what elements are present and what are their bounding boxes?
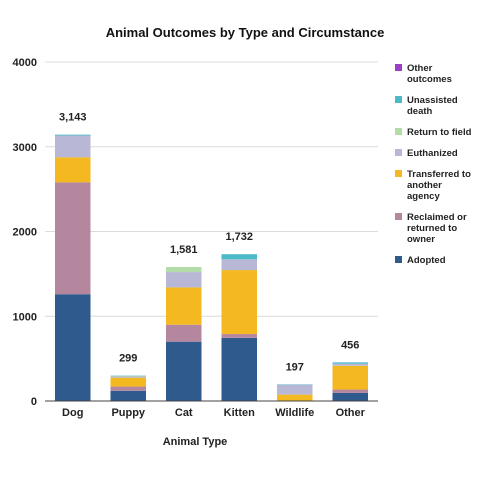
chart-title: Animal Outcomes by Type and Circumstance xyxy=(106,25,385,40)
bar-cat-return-to-field xyxy=(165,267,202,273)
bar-cat-euthanized xyxy=(165,272,202,288)
y-tick-label-2000: 2000 xyxy=(13,227,37,239)
legend-label: Euthanized xyxy=(407,148,458,159)
bar-other-adopted xyxy=(332,392,369,401)
bar-other-euthanized xyxy=(332,363,369,366)
bar-other-transferred-to-another-agency xyxy=(332,365,369,390)
bar-puppy-transferred-to-another-agency xyxy=(110,377,147,387)
y-tick-label-0: 0 xyxy=(31,396,37,408)
total-label-other: 456 xyxy=(341,339,359,351)
legend-swatch xyxy=(395,213,402,220)
y-tick-label-1000: 1000 xyxy=(13,311,37,323)
legend-item: Euthanized xyxy=(395,148,458,159)
legend-label: Transferred to another agency xyxy=(407,169,471,202)
total-label-wildlife: 197 xyxy=(286,361,304,373)
legend: Other outcomes Unassisted death Return to fi… xyxy=(395,63,472,266)
bar-puppy-adopted xyxy=(110,390,147,401)
x-tick-label-puppy: Puppy xyxy=(111,407,145,419)
bar-other-unassisted-death xyxy=(332,362,369,364)
total-label-kitten: 1,732 xyxy=(225,231,253,243)
legend-label: Reclaimed or returned to owner xyxy=(407,212,467,245)
x-tick-label-wildlife: Wildlife xyxy=(275,407,314,419)
total-labels: 3,143 299 1,581 1,732 197 456 xyxy=(59,112,359,374)
bar-other-reclaimed-or-returned-to-owner xyxy=(332,389,369,393)
y-tick-label-4000: 4000 xyxy=(13,57,37,69)
y-axis-ticks: 0 1000 2000 3000 4000 xyxy=(13,57,37,408)
bars xyxy=(54,134,369,401)
legend-item: Adopted xyxy=(395,255,446,266)
bar-wildlife-euthanized xyxy=(276,384,313,395)
bar-kitten-transferred-to-another-agency xyxy=(221,270,258,335)
total-label-dog: 3,143 xyxy=(59,112,87,124)
legend-item: Transferred to another agency xyxy=(395,169,471,202)
bar-kitten-euthanized xyxy=(221,259,258,271)
bar-group-other xyxy=(332,362,369,401)
bar-kitten-reclaimed-or-returned-to-owner xyxy=(221,334,258,338)
bar-cat-reclaimed-or-returned-to-owner xyxy=(165,324,202,342)
bar-cat-adopted xyxy=(165,341,202,401)
legend-item: Reclaimed or returned to owner xyxy=(395,212,467,245)
bar-wildlife-transferred-to-another-agency xyxy=(276,394,313,401)
legend-swatch xyxy=(395,96,402,103)
legend-item: Return to field xyxy=(395,127,472,138)
legend-swatch xyxy=(395,64,402,71)
bar-puppy-euthanized xyxy=(110,376,147,378)
legend-label: Return to field xyxy=(407,127,472,138)
gridlines xyxy=(45,61,378,317)
legend-label: Unassisted death xyxy=(407,95,458,117)
x-axis-title: Animal Type xyxy=(163,436,228,448)
legend-item: Unassisted death xyxy=(395,95,458,117)
bar-dog-euthanized xyxy=(54,135,91,158)
x-tick-label-cat: Cat xyxy=(175,407,193,419)
bar-puppy-reclaimed-or-returned-to-owner xyxy=(110,386,147,391)
bar-cat-transferred-to-another-agency xyxy=(165,287,202,325)
legend-label: Other outcomes xyxy=(407,63,452,85)
bar-kitten-adopted xyxy=(221,337,258,401)
legend-swatch xyxy=(395,149,402,156)
total-label-puppy: 299 xyxy=(119,353,137,365)
bar-group-puppy xyxy=(110,375,147,401)
bar-dog-reclaimed-or-returned-to-owner xyxy=(54,182,91,295)
total-label-cat: 1,581 xyxy=(170,244,198,256)
legend-item: Other outcomes xyxy=(395,63,452,85)
x-axis-ticks: Dog Puppy Cat Kitten Wildlife Other xyxy=(62,407,366,419)
x-tick-label-dog: Dog xyxy=(62,407,83,419)
bar-group-cat xyxy=(165,267,202,401)
bar-dog-unassisted-death xyxy=(54,134,91,136)
bar-kitten-unassisted-death xyxy=(221,254,258,260)
legend-swatch xyxy=(395,128,402,135)
legend-label: Adopted xyxy=(407,255,446,266)
bar-group-dog xyxy=(54,134,91,401)
legend-swatch xyxy=(395,256,402,263)
x-tick-label-other: Other xyxy=(336,407,366,419)
bar-group-kitten xyxy=(221,254,258,401)
legend-swatch xyxy=(395,170,402,177)
x-tick-label-kitten: Kitten xyxy=(224,407,255,419)
bar-group-wildlife xyxy=(276,384,313,401)
bar-dog-adopted xyxy=(54,294,91,401)
bar-dog-transferred-to-another-agency xyxy=(54,157,91,183)
y-tick-label-3000: 3000 xyxy=(13,142,37,154)
